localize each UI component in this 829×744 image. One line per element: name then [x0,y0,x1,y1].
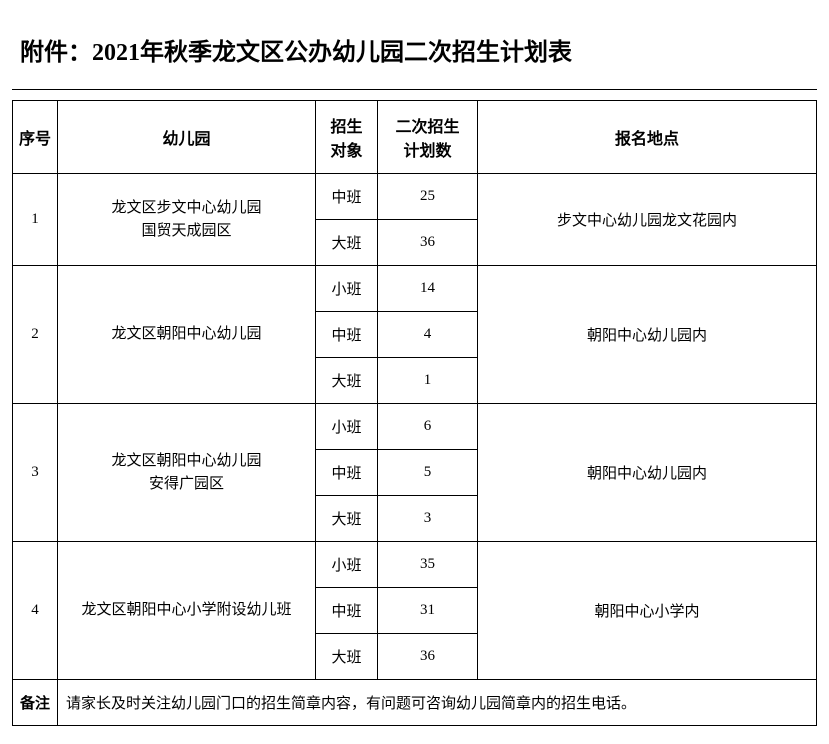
cell-seq: 2 [13,266,58,404]
header-school: 幼儿园 [58,101,316,174]
cell-seq: 3 [13,404,58,542]
note-row: 备注请家长及时关注幼儿园门口的招生简章内容，有问题可咨询幼儿园简章内的招生电话。 [13,680,817,726]
cell-seq: 1 [13,174,58,266]
enrollment-table: 序号 幼儿园 招生对象 二次招生计划数 报名地点 1龙文区步文中心幼儿园国贸天成… [12,100,817,726]
header-location: 报名地点 [478,101,817,174]
header-seq: 序号 [13,101,58,174]
table-row: 4龙文区朝阳中心小学附设幼儿班小班35朝阳中心小学内 [13,542,817,588]
cell-target: 中班 [316,174,378,220]
cell-location: 朝阳中心小学内 [478,542,817,680]
cell-target: 中班 [316,312,378,358]
cell-plan: 14 [378,266,478,312]
cell-plan: 35 [378,542,478,588]
cell-plan: 5 [378,450,478,496]
cell-plan: 4 [378,312,478,358]
header-plan: 二次招生计划数 [378,101,478,174]
cell-target: 小班 [316,404,378,450]
cell-target: 大班 [316,220,378,266]
cell-target: 小班 [316,266,378,312]
cell-location: 步文中心幼儿园龙文花园内 [478,174,817,266]
cell-target: 大班 [316,358,378,404]
cell-location: 朝阳中心幼儿园内 [478,404,817,542]
cell-location: 朝阳中心幼儿园内 [478,266,817,404]
table-row: 1龙文区步文中心幼儿园国贸天成园区中班25步文中心幼儿园龙文花园内 [13,174,817,220]
cell-target: 小班 [316,542,378,588]
cell-target: 中班 [316,588,378,634]
cell-plan: 31 [378,588,478,634]
cell-plan: 1 [378,358,478,404]
table-row: 2龙文区朝阳中心幼儿园小班14朝阳中心幼儿园内 [13,266,817,312]
cell-target: 中班 [316,450,378,496]
cell-school: 龙文区朝阳中心小学附设幼儿班 [58,542,316,680]
cell-school: 龙文区朝阳中心幼儿园安得广园区 [58,404,316,542]
note-text: 请家长及时关注幼儿园门口的招生简章内容，有问题可咨询幼儿园简章内的招生电话。 [58,680,817,726]
cell-seq: 4 [13,542,58,680]
cell-target: 大班 [316,496,378,542]
note-label: 备注 [13,680,58,726]
cell-school: 龙文区步文中心幼儿园国贸天成园区 [58,174,316,266]
cell-plan: 36 [378,220,478,266]
page-title: 附件：2021年秋季龙文区公办幼儿园二次招生计划表 [12,18,817,90]
table-header-row: 序号 幼儿园 招生对象 二次招生计划数 报名地点 [13,101,817,174]
cell-plan: 3 [378,496,478,542]
cell-plan: 25 [378,174,478,220]
cell-target: 大班 [316,634,378,680]
cell-plan: 6 [378,404,478,450]
cell-plan: 36 [378,634,478,680]
table-row: 3龙文区朝阳中心幼儿园安得广园区小班6朝阳中心幼儿园内 [13,404,817,450]
cell-school: 龙文区朝阳中心幼儿园 [58,266,316,404]
header-target: 招生对象 [316,101,378,174]
